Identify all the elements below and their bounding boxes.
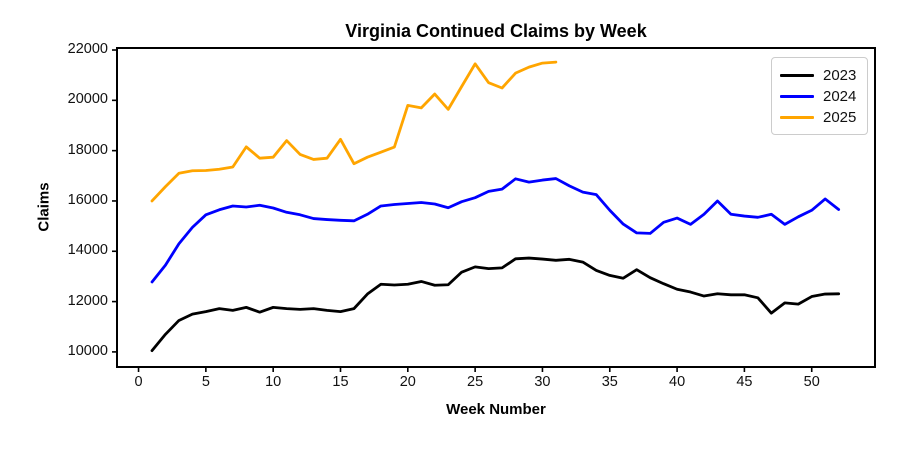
- x-tick-label: 5: [201, 374, 210, 390]
- y-tick-label: 16000: [67, 191, 108, 208]
- legend: 2023 2024 2025: [771, 57, 868, 135]
- legend-label-2023: 2023: [823, 67, 857, 84]
- series-line-2023: [150, 256, 841, 353]
- legend-swatch-2025: [780, 116, 814, 119]
- legend-item-2025: 2025: [780, 107, 859, 128]
- y-tick-label: 10000: [67, 342, 108, 359]
- y-tick-label: 18000: [67, 141, 108, 158]
- legend-item-2023: 2023: [780, 65, 859, 86]
- legend-item-2024: 2024: [780, 86, 859, 107]
- legend-swatch-2024: [780, 95, 814, 98]
- y-tick-label: 12000: [67, 292, 108, 309]
- y-tick-label: 20000: [67, 91, 108, 108]
- series-line-2025: [150, 60, 558, 203]
- legend-label-2024: 2024: [823, 88, 857, 105]
- x-tick-label: 0: [134, 374, 143, 390]
- legend-swatch-2023: [780, 74, 814, 77]
- y-tick-label: 14000: [67, 242, 108, 259]
- y-tick-label: 22000: [67, 41, 108, 57]
- x-axis-label: Week Number: [446, 401, 546, 418]
- x-tick-label: 30: [534, 374, 551, 390]
- x-tick-label: 20: [399, 374, 416, 390]
- x-tick-label: 15: [332, 374, 349, 390]
- x-tick-label: 45: [736, 374, 753, 390]
- chart-title: Virginia Continued Claims by Week: [345, 21, 647, 41]
- x-tick-label: 50: [803, 374, 820, 390]
- x-tick-label: 35: [601, 374, 618, 390]
- x-tick-label: 10: [265, 374, 282, 390]
- legend-label-2025: 2025: [823, 109, 857, 126]
- series-line-2024: [150, 177, 841, 284]
- plot-frame: [116, 47, 876, 368]
- x-tick-label: 40: [669, 374, 686, 390]
- x-tick-label: 25: [467, 374, 484, 390]
